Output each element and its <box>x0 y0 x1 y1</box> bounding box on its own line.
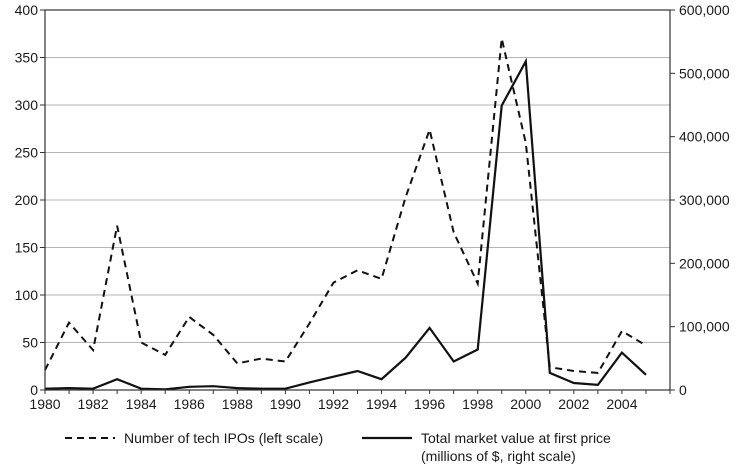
left-axis-ticks: 0 50 100 150 200 250 300 350 400 <box>15 2 45 398</box>
series-line-ipo-count <box>44 38 647 374</box>
x-tick-label: 1994 <box>366 396 397 412</box>
x-tick-label: 1988 <box>222 396 253 412</box>
right-tick-label: 100,000 <box>679 319 730 335</box>
right-tick-label: 300,000 <box>679 192 730 208</box>
right-tick-label: 600,000 <box>679 2 730 18</box>
right-tick-label: 0 <box>679 382 687 398</box>
x-tick-label: 1982 <box>77 396 108 412</box>
x-tick-label: 1986 <box>174 396 205 412</box>
x-tick-label: 1996 <box>414 396 445 412</box>
x-tick-label: 1984 <box>126 396 157 412</box>
right-tick-label: 200,000 <box>679 255 730 271</box>
series-lines <box>44 38 647 391</box>
x-tick-label: 2000 <box>510 396 541 412</box>
legend: Number of tech IPOs (left scale) Total m… <box>65 430 611 464</box>
left-tick-label: 300 <box>15 97 39 113</box>
x-tick-label: 1980 <box>29 396 60 412</box>
gridlines <box>45 9 670 343</box>
left-tick-label: 150 <box>15 240 39 256</box>
x-tick-label: 1998 <box>462 396 493 412</box>
x-tick-label: 1992 <box>318 396 349 412</box>
series-line-market-value <box>44 57 647 391</box>
right-tick-label: 500,000 <box>679 65 730 81</box>
right-tick-label: 400,000 <box>679 129 730 145</box>
left-tick-label: 350 <box>15 50 39 66</box>
x-tick-label: 1990 <box>270 396 301 412</box>
x-tick-label: 2004 <box>606 396 637 412</box>
left-tick-label: 100 <box>15 287 39 303</box>
left-tick-label: 250 <box>15 145 39 161</box>
left-tick-label: 400 <box>15 2 39 18</box>
right-axis-ticks: 0 100,000 200,000 300,000 400,000 500,000 600,… <box>670 2 730 398</box>
legend-label-market-value: Total market value at first price <box>421 430 611 446</box>
left-tick-label: 200 <box>15 192 39 208</box>
legend-label-ipo-count: Number of tech IPOs (left scale) <box>124 430 323 446</box>
x-tick-label: 2002 <box>558 396 589 412</box>
x-axis-ticks: 1980 1982 1984 1986 1988 1990 1992 1994 1996 1998… <box>29 390 671 412</box>
left-tick-label: 0 <box>30 382 38 398</box>
left-tick-label: 50 <box>22 335 38 351</box>
legend-label-market-value-line2: (millions of $, right scale) <box>421 448 576 464</box>
